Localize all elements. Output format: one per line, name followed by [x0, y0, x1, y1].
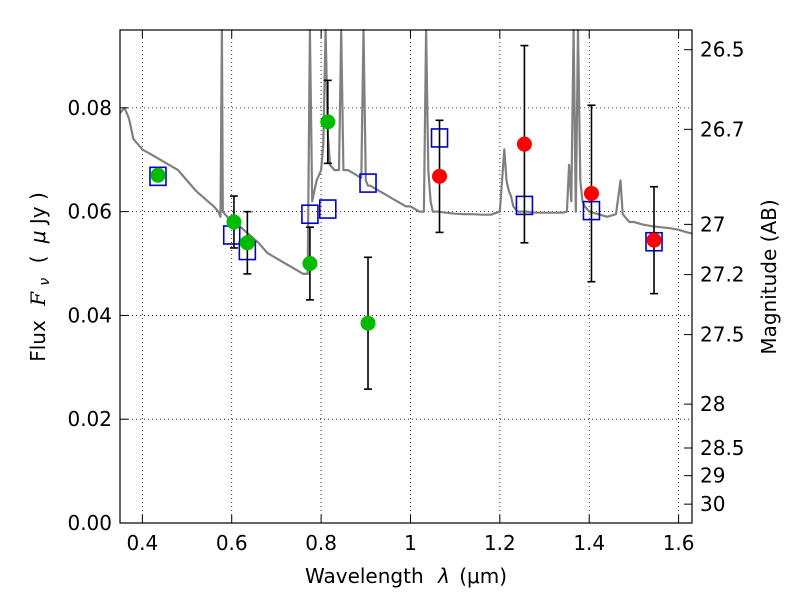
y2-tick-label: 30	[700, 492, 725, 516]
x-tick-label: 0.4	[126, 531, 158, 555]
y-axis-label-text: Flux	[26, 320, 50, 362]
x-axis-label-text: Wavelength	[305, 564, 424, 588]
grid-lines	[120, 30, 692, 523]
observed-flux-point	[239, 235, 255, 251]
y2-axis-label: Magnitude (AB)	[757, 199, 781, 354]
y-axis-label: Flux F ν ( μ Jy )	[26, 192, 54, 362]
y-axis-label-symbol: F	[26, 291, 50, 307]
y-tick-label: 0.04	[67, 303, 112, 327]
x-tick-label: 0.6	[216, 531, 248, 555]
y2-tick-label: 27.5	[700, 323, 745, 347]
axis-ticks: 0.4 0.6 0.8 1 1.2 1.4 1.6 0.00 0.02 0.04 0.06 0.08 2…	[67, 30, 745, 555]
observed-flux-point	[150, 167, 166, 183]
plot-frame	[119, 29, 693, 524]
y2-tick-label: 29	[700, 464, 725, 488]
model-flux-square	[301, 204, 319, 225]
y-axis-label-unit-mu: μ	[26, 230, 50, 244]
y-tick-label: 0.00	[67, 511, 112, 535]
data-series	[119, 28, 693, 390]
x-axis-label-unit: (μm)	[459, 564, 507, 588]
x-axis-label-symbol: λ	[437, 564, 450, 588]
y2-tick-label: 28.5	[700, 436, 745, 460]
observed-flux-point	[226, 214, 242, 230]
y-tick-label: 0.02	[67, 407, 112, 431]
model-spectrum-line	[119, 28, 693, 275]
observed-flux-point	[360, 315, 376, 331]
x-tick-label: 1.2	[484, 531, 516, 555]
y2-tick-label: 26.5	[700, 38, 745, 62]
y2-tick-label: 27.2	[700, 263, 745, 287]
observed-flux-point	[432, 168, 448, 184]
x-tick-label: 1	[404, 531, 417, 555]
x-tick-label: 1.6	[663, 531, 695, 555]
y2-tick-label: 27	[700, 212, 725, 236]
x-tick-label: 0.8	[305, 531, 337, 555]
y-axis-label-unit-rest: Jy )	[26, 192, 50, 226]
model-flux-square	[149, 166, 167, 187]
y2-tick-label: 28	[700, 392, 725, 416]
y-tick-label: 0.06	[67, 200, 112, 224]
y-tick-label: 0.08	[67, 96, 112, 120]
observed-flux-point	[516, 136, 532, 152]
y-axis-label-unit-open: (	[26, 256, 50, 264]
x-axis-label: Wavelength λ (μm)	[305, 564, 507, 588]
model-flux-square	[318, 199, 337, 219]
y-axis-label-subscript: ν	[37, 278, 53, 286]
observed-flux-point	[583, 185, 599, 201]
observed-flux-point	[320, 114, 336, 130]
x-tick-label: 1.4	[573, 531, 605, 555]
y2-tick-label: 26.7	[700, 117, 745, 141]
model-flux-square	[359, 173, 377, 193]
observed-flux-point	[646, 232, 662, 248]
observed-flux-point	[302, 256, 318, 272]
